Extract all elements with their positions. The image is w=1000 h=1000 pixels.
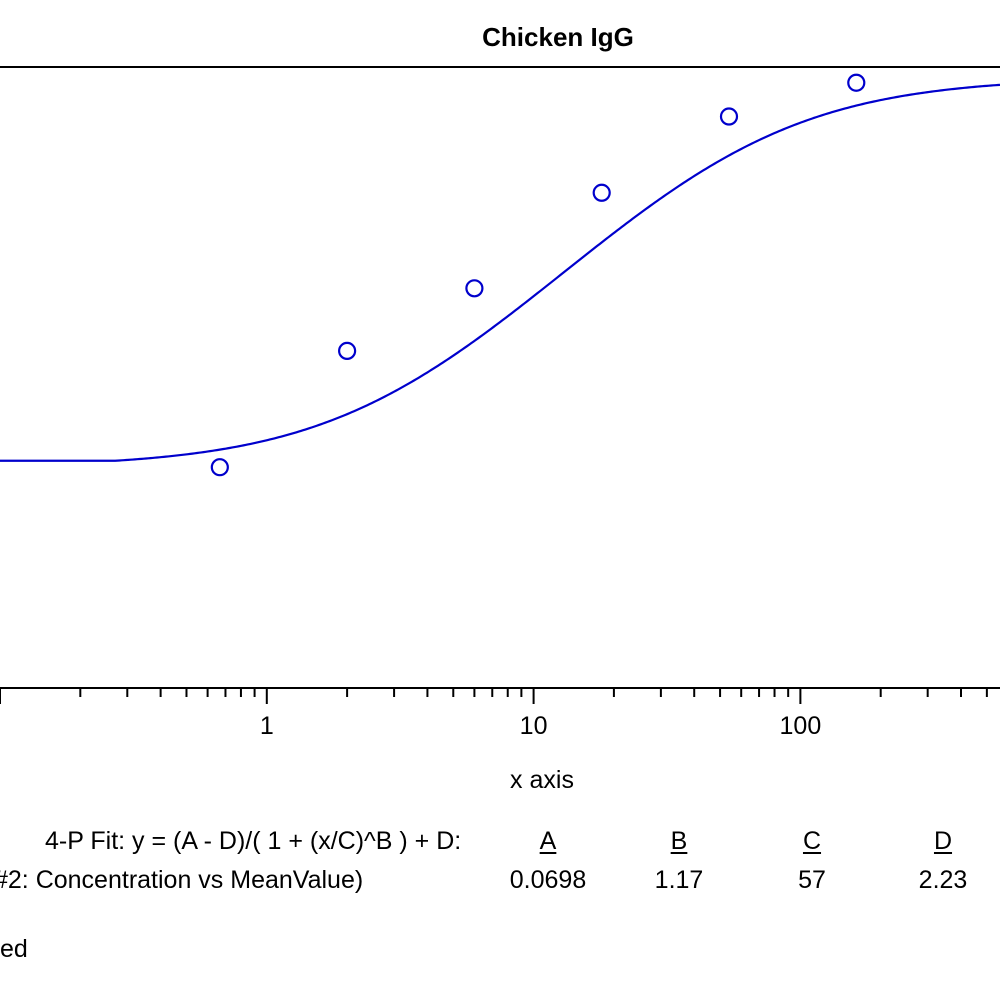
fit-curve [0,83,1000,462]
fit-param-header-b: B [670,827,688,855]
data-point [592,183,611,202]
fit-param-header-c: C [802,827,822,855]
chart-title: Chicken IgG [482,22,634,52]
x-axis-ticks [0,688,988,704]
fit-param-value: 1.17 [654,866,704,894]
x-tick-label: 100 [780,712,822,740]
fit-param-value: 0.0698 [509,866,587,894]
footer-text: ed [0,935,28,963]
x-tick-label: 10 [520,712,548,740]
x-axis-label: x axis [510,766,574,794]
x-axis-tick-labels: 1 10 100 [260,712,821,740]
data-point [719,107,739,126]
data-point [338,341,357,360]
fit-equation: 4-P Fit: y = (A - D)/( 1 + (x/C)^B ) + D… [45,827,462,855]
fit-param-header-a: A [539,827,557,855]
data-point [465,279,484,298]
fit-param-header-d: D [933,827,953,855]
fit-param-value: 57 [798,866,826,894]
data-point [847,73,866,92]
x-tick-label: 1 [260,712,274,740]
data-point [210,458,229,477]
fit-param-value: 2.23 [918,866,968,894]
data-points [210,73,866,477]
fit-row-label: #2: Concentration vs MeanValue) [0,866,364,894]
